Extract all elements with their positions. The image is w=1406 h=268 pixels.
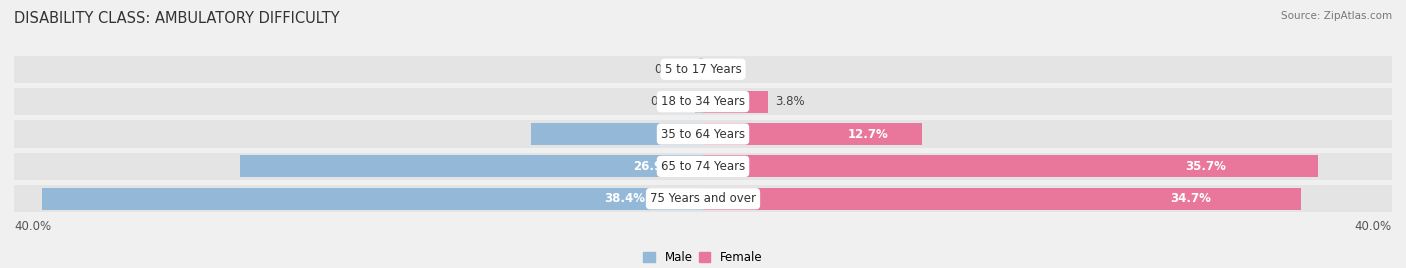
Text: 10.0%: 10.0%: [678, 128, 718, 140]
Text: 34.7%: 34.7%: [1170, 192, 1211, 205]
Text: 35 to 64 Years: 35 to 64 Years: [661, 128, 745, 140]
Text: 75 Years and over: 75 Years and over: [650, 192, 756, 205]
Text: 38.4%: 38.4%: [603, 192, 645, 205]
Bar: [14, 185, 1392, 212]
Bar: [531, 123, 703, 145]
Text: 0.24%: 0.24%: [655, 63, 692, 76]
Text: 0.0%: 0.0%: [710, 63, 740, 76]
Bar: [703, 155, 1317, 177]
Text: 18 to 34 Years: 18 to 34 Years: [661, 95, 745, 108]
Text: 35.7%: 35.7%: [1185, 160, 1226, 173]
Bar: [239, 155, 703, 177]
Bar: [14, 88, 1392, 115]
Text: 0.49%: 0.49%: [651, 95, 688, 108]
Text: 40.0%: 40.0%: [14, 220, 51, 233]
Text: DISABILITY CLASS: AMBULATORY DIFFICULTY: DISABILITY CLASS: AMBULATORY DIFFICULTY: [14, 11, 340, 26]
Bar: [14, 56, 1392, 83]
Text: 5 to 17 Years: 5 to 17 Years: [665, 63, 741, 76]
Bar: [695, 91, 703, 113]
Text: Source: ZipAtlas.com: Source: ZipAtlas.com: [1281, 11, 1392, 21]
Bar: [699, 58, 703, 80]
Bar: [703, 123, 922, 145]
Legend: Male, Female: Male, Female: [638, 246, 768, 268]
Bar: [14, 120, 1392, 148]
Text: 26.9%: 26.9%: [634, 160, 675, 173]
Text: 40.0%: 40.0%: [1355, 220, 1392, 233]
Text: 3.8%: 3.8%: [775, 95, 806, 108]
Bar: [703, 91, 769, 113]
Bar: [42, 188, 703, 210]
Bar: [703, 188, 1301, 210]
Text: 65 to 74 Years: 65 to 74 Years: [661, 160, 745, 173]
Bar: [14, 153, 1392, 180]
Text: 12.7%: 12.7%: [848, 128, 889, 140]
